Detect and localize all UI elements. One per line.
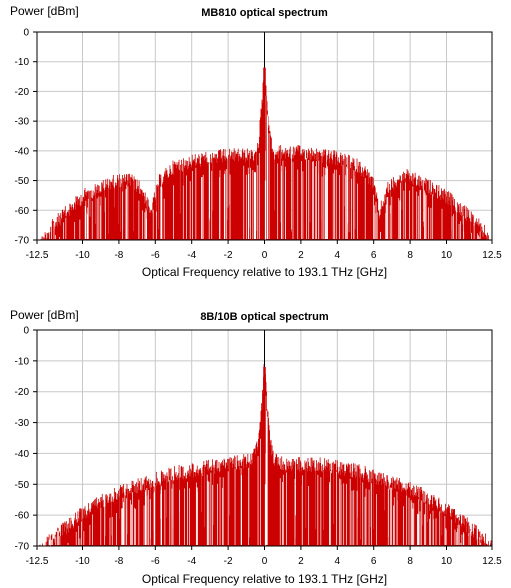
8b10b-x-tick-label: 2 <box>298 556 304 567</box>
mb810-x-tick-label: -6 <box>151 250 160 261</box>
mb810-x-tick-label: 6 <box>371 250 377 261</box>
8b10b-y-tick-label: -20 <box>15 387 30 398</box>
mb810-y-axis-label: Power [dBm] <box>10 4 79 18</box>
mb810-x-tick-label: 10 <box>441 250 453 261</box>
8b10b-x-tick-label: -6 <box>151 556 160 567</box>
mb810-spectrum-gaps <box>49 95 481 239</box>
8b10b-x-tick-label: 8 <box>407 556 413 567</box>
8b10b-x-tick-label: -2 <box>224 556 233 567</box>
8b10b-y-tick-label: -10 <box>15 356 30 367</box>
8b10b-y-tick-label: -40 <box>15 449 30 460</box>
8b10b-x-tick-label: -8 <box>114 556 123 567</box>
8b10b-spectrum-gaps <box>48 395 482 545</box>
mb810-y-tick-label: -40 <box>15 146 30 157</box>
mb810-y-tick-label: -60 <box>15 206 30 217</box>
8b10b-y-tick-label: -60 <box>15 511 30 522</box>
mb810-x-tick-label: 12.5 <box>482 250 502 261</box>
mb810-x-tick-label: 0 <box>262 250 268 261</box>
mb810-x-tick-label: -4 <box>187 250 196 261</box>
mb810-x-tick-label: 4 <box>335 250 341 261</box>
mb810-x-tick-label: 8 <box>407 250 413 261</box>
mb810-chart-title: MB810 optical spectrum <box>201 7 328 19</box>
8b10b-y-axis-label: Power [dBm] <box>10 308 79 322</box>
8b10b-x-tick-label: -4 <box>187 556 196 567</box>
mb810-x-axis-label: Optical Frequency relative to 193.1 THz … <box>142 265 387 279</box>
mb810-y-tick-label: -10 <box>15 57 30 68</box>
mb810-y-tick-label: -50 <box>15 176 30 187</box>
mb810-y-tick-label: 0 <box>23 28 29 39</box>
mb810-x-tick-label: -8 <box>114 250 123 261</box>
mb810-y-tick-label: -20 <box>15 87 30 98</box>
mb810-x-tick-label: -2 <box>224 250 233 261</box>
8b10b-x-tick-label: 6 <box>371 556 377 567</box>
8b10b-x-tick-label: 0 <box>262 556 268 567</box>
8b10b-y-tick-label: 0 <box>23 326 29 337</box>
mb810-x-tick-label: -12.5 <box>26 250 49 261</box>
mb810-y-tick-label: -70 <box>15 236 30 247</box>
8b10b-x-tick-label: 4 <box>335 556 341 567</box>
8b10b-y-tick-label: -30 <box>15 418 30 429</box>
mb810-x-tick-label: -10 <box>75 250 90 261</box>
mb810-x-tick-label: 2 <box>298 250 304 261</box>
mb810-y-tick-label: -30 <box>15 117 30 128</box>
8b10b-y-tick-label: -50 <box>15 480 30 491</box>
8b10b-x-tick-label: 12.5 <box>482 556 502 567</box>
8b10b-spectrum-trace <box>39 354 492 546</box>
8b10b-x-tick-label: 10 <box>441 556 453 567</box>
8b10b-x-tick-label: -10 <box>75 556 90 567</box>
8b10b-chart-title: 8B/10B optical spectrum <box>200 311 329 323</box>
8b10b-x-axis-label: Optical Frequency relative to 193.1 THz … <box>142 572 387 586</box>
8b10b-y-tick-label: -70 <box>15 542 30 553</box>
8b10b-x-tick-label: -12.5 <box>26 556 49 567</box>
